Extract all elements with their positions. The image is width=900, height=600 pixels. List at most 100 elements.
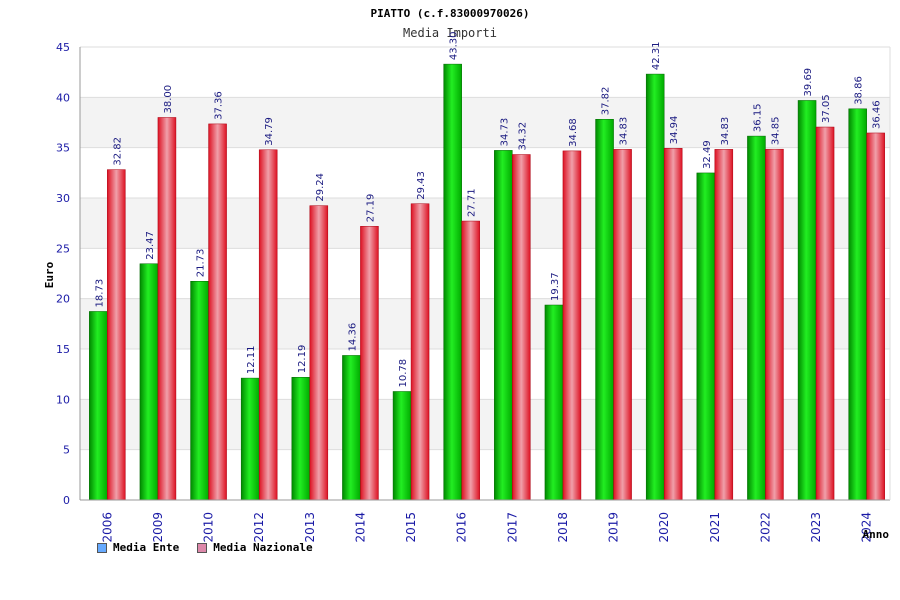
data-label: 39.69 xyxy=(803,68,814,97)
x-tick-label: 2012 xyxy=(252,512,266,543)
x-tick-label: 2024 xyxy=(860,512,874,543)
data-label: 19.37 xyxy=(550,272,561,301)
x-tick-label: 2021 xyxy=(708,512,722,543)
legend-item-nazionale: Media Nazionale xyxy=(197,541,313,554)
data-label: 32.82 xyxy=(112,137,123,166)
y-tick-label: 20 xyxy=(56,293,70,306)
bar-media-nazionale xyxy=(562,150,582,501)
x-tick-label: 2023 xyxy=(809,512,823,543)
y-tick-label: 15 xyxy=(56,343,70,356)
bar-media-nazionale xyxy=(208,123,227,501)
bar-media-nazionale xyxy=(765,148,784,501)
bar-media-nazionale xyxy=(107,169,126,501)
y-tick-label: 25 xyxy=(56,242,70,255)
chart-title: PIATTO (c.f.83000970026) xyxy=(371,7,530,20)
legend-swatch-ente xyxy=(97,542,107,553)
bar-media-nazionale xyxy=(360,226,379,501)
legend-swatch-nazionale xyxy=(197,542,208,553)
chart-subtitle: Media Importi xyxy=(403,26,497,40)
bar-media-nazionale xyxy=(258,149,278,501)
data-label: 18.73 xyxy=(94,279,105,308)
data-label: 43.30 xyxy=(449,31,460,60)
data-label: 37.05 xyxy=(821,94,832,123)
data-label: 12.11 xyxy=(246,345,257,374)
data-label: 42.31 xyxy=(651,41,662,70)
data-label: 14.36 xyxy=(347,323,358,352)
bar-media-nazionale xyxy=(461,220,480,501)
data-label: 12.19 xyxy=(297,345,308,374)
data-label: 34.94 xyxy=(669,116,680,145)
y-tick-label: 40 xyxy=(56,91,70,104)
data-label: 29.43 xyxy=(416,171,427,200)
data-label: 23.47 xyxy=(145,231,156,260)
data-labels: 18.73 32.82 23.47 38.00 21.73 37.36 12.11 34.79… xyxy=(94,31,882,387)
grid-band xyxy=(80,97,890,148)
x-tick-label: 2020 xyxy=(657,512,671,543)
x-tick-label: 2015 xyxy=(404,512,418,543)
axes: 0 5 10 15 20 25 30 35 40 45 2006 2009 2010 2012 2013 20… xyxy=(56,41,891,543)
bar-media-ente xyxy=(392,391,412,501)
y-axis-label: Euro xyxy=(43,261,56,288)
bar-media-nazionale xyxy=(410,203,430,501)
x-tick-label: 2014 xyxy=(353,512,367,543)
y-tick-label: 45 xyxy=(56,41,70,54)
legend: Media Ente Media Nazionale xyxy=(97,541,313,554)
data-label: 34.83 xyxy=(720,117,731,146)
x-axis-label: Anno xyxy=(863,528,890,541)
data-label: 27.19 xyxy=(365,194,376,223)
bar-media-nazionale xyxy=(815,126,835,501)
data-label: 38.00 xyxy=(163,85,174,114)
x-tick-label: 2006 xyxy=(100,512,114,543)
bar-media-ente xyxy=(696,172,716,501)
x-tick-label: 2017 xyxy=(505,512,519,543)
x-tick-label: 2016 xyxy=(455,512,469,543)
data-label: 34.73 xyxy=(499,118,510,147)
data-label: 32.49 xyxy=(702,140,713,169)
x-tick-label: 2019 xyxy=(607,512,621,543)
y-tick-label: 0 xyxy=(63,494,70,507)
data-label: 10.78 xyxy=(398,359,409,388)
bar-media-ente xyxy=(139,263,159,501)
bar-media-ente xyxy=(645,73,665,501)
bar-media-nazionale xyxy=(663,148,683,501)
data-label: 34.32 xyxy=(517,122,528,151)
data-label: 27.71 xyxy=(467,188,478,217)
data-label: 21.73 xyxy=(196,249,207,278)
data-label: 37.82 xyxy=(601,87,612,116)
bar-media-ente xyxy=(342,355,361,501)
bar-media-ente xyxy=(240,377,260,501)
bar-media-nazionale xyxy=(157,117,177,501)
data-label: 37.36 xyxy=(214,91,225,120)
bar-media-nazionale xyxy=(309,205,329,501)
bar-media-ente xyxy=(595,119,614,501)
data-label: 38.86 xyxy=(854,76,865,105)
y-tick-label: 35 xyxy=(56,142,70,155)
y-tick-label: 5 xyxy=(63,444,70,457)
x-tick-label: 2018 xyxy=(556,512,570,543)
y-tick-label: 30 xyxy=(56,192,70,205)
bar-media-ente xyxy=(494,150,513,501)
x-tick-label: 2009 xyxy=(151,512,165,543)
legend-item-ente: Media Ente xyxy=(97,541,179,554)
legend-label-ente: Media Ente xyxy=(113,541,180,554)
bar-media-ente xyxy=(291,377,311,501)
x-tick-label: 2010 xyxy=(202,512,216,543)
data-label: 36.46 xyxy=(872,100,883,129)
bar-media-ente xyxy=(544,304,564,501)
bar-media-ente xyxy=(443,63,462,501)
data-label: 29.24 xyxy=(315,173,326,202)
bar-media-ente xyxy=(797,100,817,501)
data-label: 36.15 xyxy=(752,103,763,132)
data-label: 34.79 xyxy=(264,117,275,146)
bar-media-nazionale xyxy=(866,132,885,501)
y-tick-label: 10 xyxy=(56,393,70,406)
bar-media-ente xyxy=(190,281,209,501)
data-label: 34.85 xyxy=(770,117,781,146)
bars xyxy=(89,63,885,501)
data-label: 34.68 xyxy=(568,118,579,147)
legend-label-nazionale: Media Nazionale xyxy=(213,541,313,554)
bar-media-ente xyxy=(848,108,867,501)
x-tick-label: 2013 xyxy=(303,512,317,543)
bar-media-nazionale xyxy=(714,149,734,501)
